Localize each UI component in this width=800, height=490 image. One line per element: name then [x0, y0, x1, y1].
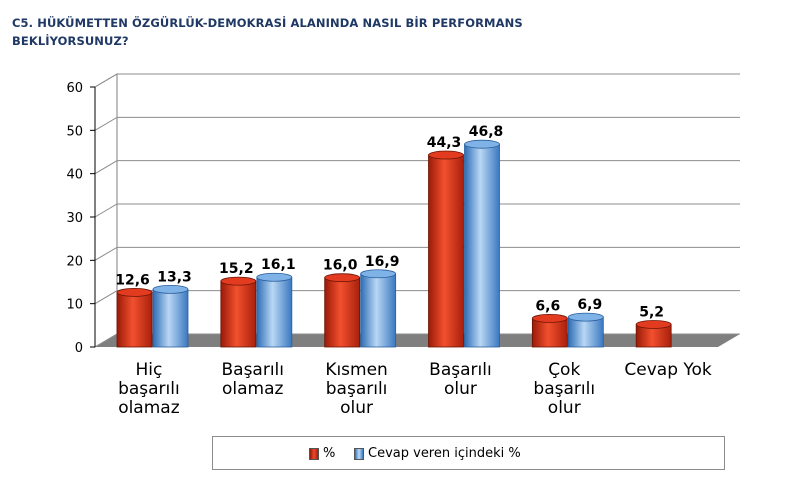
x-tick-label: olur	[444, 379, 477, 399]
bar	[324, 277, 361, 348]
bar-top	[428, 150, 464, 160]
legend-item-blue: Cevap veren içindeki %	[354, 446, 521, 461]
gridline	[94, 116, 740, 131]
data-labels: 12,6 13,3 15,2 16,1 16,0 16,9 44,3 46,8 6,6 6,9 5,…	[115, 124, 664, 320]
data-label: 15,2	[219, 261, 254, 277]
bar-top	[220, 276, 257, 286]
bar	[256, 276, 293, 348]
data-label: 5,2	[639, 304, 664, 320]
data-label: 6,6	[535, 298, 560, 314]
data-label: 44,3	[427, 135, 462, 151]
legend-swatch-blue	[354, 447, 364, 460]
data-label: 13,3	[157, 269, 192, 285]
x-tick-label: başarılı	[326, 379, 388, 399]
data-label: 16,9	[365, 254, 400, 270]
data-label: 6,9	[577, 297, 602, 313]
bar-top	[256, 272, 293, 282]
legend-label-red: %	[323, 446, 336, 461]
y-tick-label: 60	[66, 81, 83, 96]
grid	[94, 73, 740, 348]
bar	[567, 316, 604, 348]
x-tick-label: Kısmen	[325, 360, 388, 380]
bar	[428, 154, 464, 348]
y-axis: 0 10 20 30 40 50 60	[66, 81, 96, 356]
data-label: 16,1	[261, 257, 296, 273]
legend: % Cevap veren içindeki %	[212, 436, 725, 470]
bar	[464, 143, 500, 348]
gridline	[94, 160, 740, 175]
gridline	[94, 246, 740, 261]
legend-item-red: %	[309, 446, 335, 461]
bars	[116, 139, 672, 348]
bar	[116, 291, 153, 348]
gridline	[94, 73, 740, 88]
x-tick-label: olur	[548, 398, 581, 418]
bar	[152, 288, 189, 348]
x-tick-label: olur	[340, 398, 373, 418]
x-tick-label: Başarılı	[429, 360, 492, 380]
y-tick-label: 30	[66, 211, 83, 226]
bar-top	[152, 284, 189, 294]
legend-label-blue: Cevap veren içindeki %	[368, 446, 521, 461]
bar-top	[116, 287, 153, 297]
gridline	[94, 203, 740, 218]
data-label: 16,0	[323, 258, 358, 274]
x-tick-label: Cevap Yok	[624, 360, 712, 380]
y-tick-label: 0	[75, 341, 83, 356]
y-tick-label: 50	[66, 124, 83, 139]
x-tick-label: olamaz	[222, 379, 284, 399]
y-tick-label: 20	[66, 254, 83, 269]
bar	[360, 273, 397, 348]
bar-top	[567, 312, 604, 322]
x-tick-label: Hiç	[135, 360, 162, 380]
legend-swatch-red	[309, 447, 319, 460]
y-tick-label: 40	[66, 168, 83, 183]
y-tick-label: 10	[66, 298, 83, 313]
x-tick-label: başarılı	[533, 379, 595, 399]
gridline	[94, 290, 740, 305]
x-tick-label: Başarılı	[221, 360, 284, 380]
bar-top	[464, 139, 500, 149]
chart-title: C5. HÜKÜMETTEN ÖZGÜRLÜK-DEMOKRASİ ALANIN…	[12, 16, 523, 48]
bar-top	[635, 320, 672, 329]
bar-top	[360, 269, 397, 279]
data-label: 12,6	[115, 272, 150, 288]
x-tick-label: başarılı	[118, 379, 180, 399]
bar	[220, 280, 257, 348]
x-tick-label: olamaz	[118, 398, 180, 418]
data-label: 46,8	[469, 124, 504, 140]
bar-top	[324, 273, 361, 283]
bar	[531, 317, 568, 348]
bar-top	[531, 313, 568, 323]
x-axis: HiçbaşarılıolamazBaşarılıolamazKısmenbaş…	[118, 360, 712, 418]
x-tick-label: Çok	[548, 360, 580, 380]
